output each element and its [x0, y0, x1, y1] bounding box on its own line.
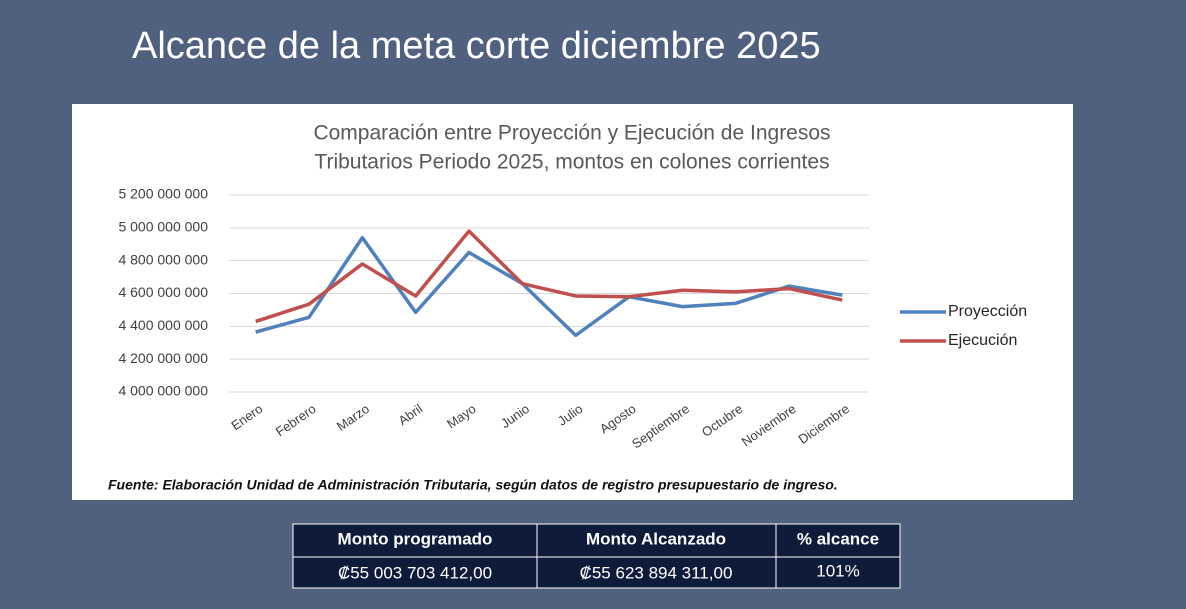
table-frame [292, 523, 901, 589]
table-header: % alcance [797, 529, 879, 548]
legend-label: Proyección [948, 303, 1027, 320]
y-tick-label: 4 400 000 000 [118, 317, 208, 333]
chart-title: Tributarios Periodo 2025, montos en colo… [314, 151, 829, 174]
y-tick-label: 5 000 000 000 [118, 219, 208, 235]
y-tick-label: 4 600 000 000 [118, 284, 208, 300]
legend-label: Ejecución [948, 332, 1017, 349]
table-cell: 101% [816, 561, 859, 580]
slide-title: Alcance de la meta corte diciembre 2025 [132, 25, 821, 67]
y-tick-label: 4 800 000 000 [118, 251, 208, 267]
summary-table: Monto programado Monto Alcanzado % alcan… [292, 523, 901, 589]
series-line [255, 229, 843, 324]
table-header: Monto programado [338, 529, 493, 548]
table-header: Monto Alcanzado [586, 529, 726, 548]
series-line [255, 235, 843, 338]
table-cell: ₡55 003 703 412,00 [338, 563, 492, 582]
y-tick-label: 4 200 000 000 [118, 350, 208, 366]
y-tick-label: 5 200 000 000 [118, 186, 208, 202]
chart-title: Comparación entre Proyección y Ejecución… [313, 122, 830, 145]
table-cell: ₡55 623 894 311,00 [580, 563, 733, 582]
source-note: Fuente: Elaboración Unidad de Administra… [108, 477, 838, 493]
chart-panel [72, 104, 1073, 500]
y-tick-label: 4 000 000 000 [118, 383, 208, 399]
